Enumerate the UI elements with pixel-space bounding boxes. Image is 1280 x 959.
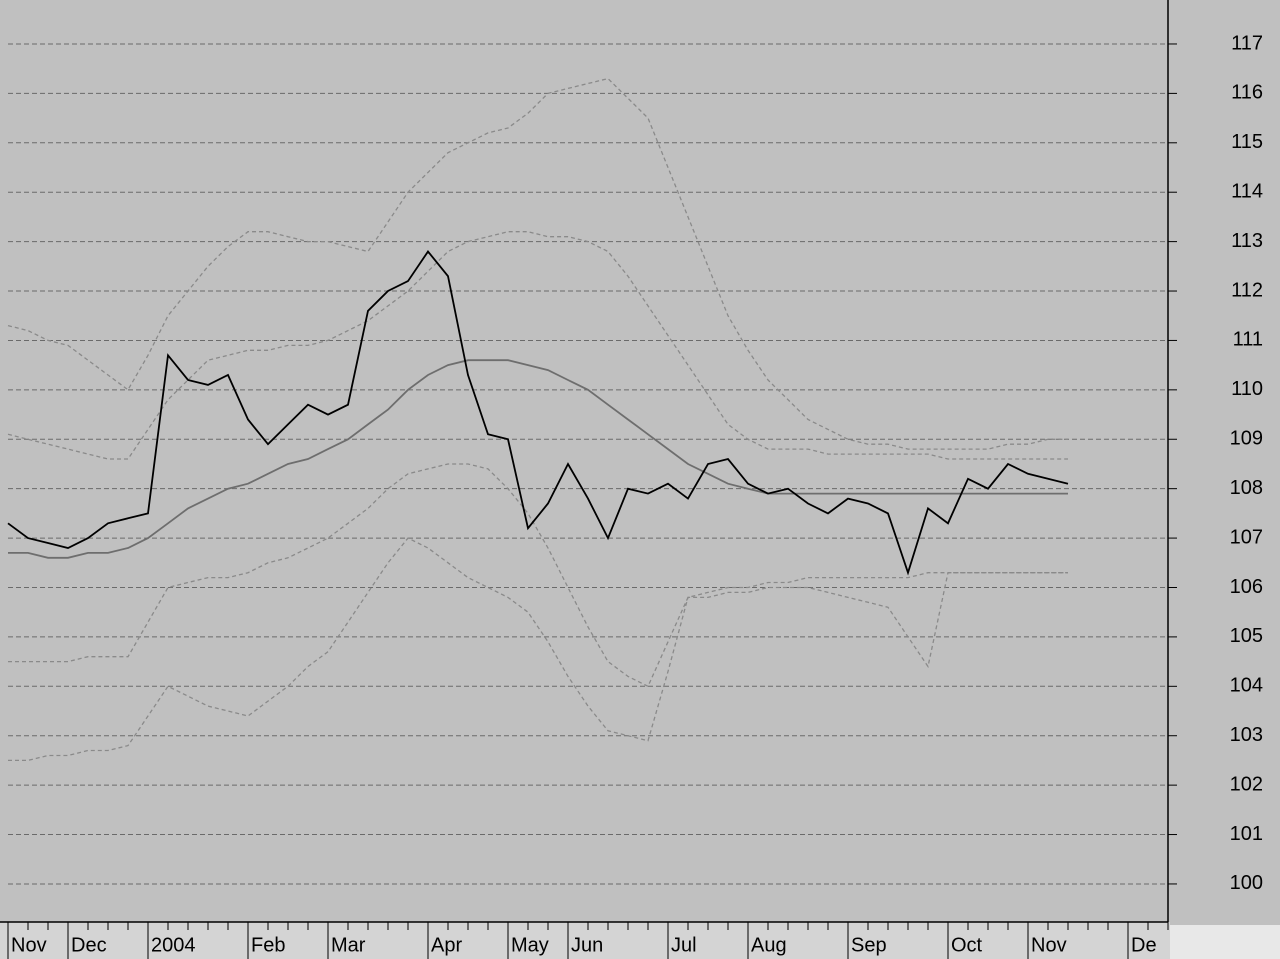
series-line bbox=[8, 359, 1068, 559]
x-tick-label: Sep bbox=[851, 934, 887, 956]
y-tick-label: 111 bbox=[1233, 329, 1263, 351]
y-tick-label: 107 bbox=[1230, 526, 1263, 548]
y-tick-label: 100 bbox=[1230, 872, 1263, 894]
x-tick-label: Apr bbox=[431, 934, 462, 956]
y-tick-label: 103 bbox=[1230, 724, 1263, 746]
y-tick-label: 108 bbox=[1230, 477, 1263, 499]
y-tick-label: 104 bbox=[1230, 675, 1263, 697]
y-tick-label: 102 bbox=[1230, 773, 1263, 795]
y-tick-label: 115 bbox=[1231, 131, 1263, 153]
y-tick-label: 105 bbox=[1230, 625, 1263, 647]
band-line bbox=[8, 463, 1068, 688]
x-tick-label: De bbox=[1131, 934, 1157, 956]
band-line bbox=[8, 537, 1068, 762]
band-line bbox=[7, 231, 1068, 460]
y-tick-label: 116 bbox=[1231, 82, 1263, 104]
x-tick-label: Dec bbox=[71, 934, 107, 956]
x-axis-strip bbox=[0, 922, 1170, 959]
x-tick-label: 2004 bbox=[151, 934, 196, 956]
corner bbox=[1170, 925, 1280, 959]
x-tick-label: May bbox=[511, 934, 549, 956]
x-tick-label: Jun bbox=[571, 934, 603, 956]
series-line bbox=[7, 249, 1069, 576]
y-tick-label: 113 bbox=[1231, 230, 1263, 252]
y-tick-label: 114 bbox=[1231, 180, 1263, 202]
x-tick-label: Aug bbox=[751, 934, 787, 956]
x-tick-label: Oct bbox=[951, 934, 983, 956]
y-tick-label: 117 bbox=[1231, 32, 1263, 54]
y-tick-label: 112 bbox=[1231, 279, 1263, 301]
x-tick-label: Nov bbox=[1031, 934, 1067, 956]
x-tick-label: Jul bbox=[671, 934, 697, 956]
x-tick-label: Feb bbox=[251, 934, 285, 956]
y-tick-label: 106 bbox=[1230, 576, 1263, 598]
x-tick-label: Mar bbox=[331, 934, 366, 956]
x-tick-label: Nov bbox=[11, 934, 47, 956]
y-tick-label: 101 bbox=[1230, 823, 1263, 845]
y-tick-label: 110 bbox=[1231, 378, 1263, 400]
y-tick-label: 109 bbox=[1230, 428, 1263, 450]
band-line bbox=[7, 77, 1068, 450]
